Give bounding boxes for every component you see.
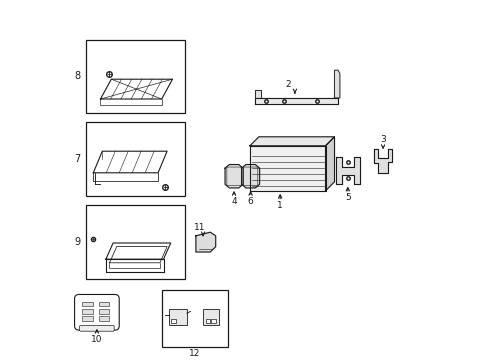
Text: 10: 10 (91, 335, 102, 344)
Polygon shape (255, 98, 337, 104)
Polygon shape (196, 232, 215, 252)
Bar (86, 40, 185, 113)
Bar (86, 205, 185, 279)
Bar (86, 122, 185, 196)
Text: 12: 12 (189, 349, 200, 358)
Bar (99, 302, 109, 306)
Polygon shape (224, 165, 243, 188)
Text: 8: 8 (75, 72, 81, 81)
Bar (99, 309, 109, 314)
Bar (82, 309, 93, 314)
Polygon shape (373, 149, 391, 173)
Bar (99, 316, 109, 321)
Bar (162, 290, 228, 347)
Text: 6: 6 (247, 197, 253, 206)
Polygon shape (249, 137, 334, 146)
Text: 5: 5 (344, 194, 350, 202)
Bar (82, 302, 93, 306)
Text: 4: 4 (231, 197, 236, 206)
Polygon shape (241, 165, 259, 188)
Text: 1: 1 (277, 202, 283, 210)
Polygon shape (325, 137, 334, 191)
Bar (82, 316, 93, 321)
Polygon shape (334, 70, 339, 98)
Text: 11: 11 (193, 223, 205, 232)
Text: 9: 9 (75, 237, 81, 247)
Polygon shape (249, 146, 325, 191)
Polygon shape (336, 157, 359, 184)
Bar (168, 309, 186, 325)
Text: 2: 2 (285, 80, 290, 89)
Bar (171, 319, 175, 323)
Bar (211, 319, 215, 323)
Text: 3: 3 (380, 135, 385, 144)
Bar (205, 319, 209, 323)
Polygon shape (255, 90, 260, 98)
Bar (203, 309, 219, 325)
FancyBboxPatch shape (75, 294, 119, 330)
FancyBboxPatch shape (80, 325, 114, 331)
Text: 7: 7 (74, 154, 81, 164)
